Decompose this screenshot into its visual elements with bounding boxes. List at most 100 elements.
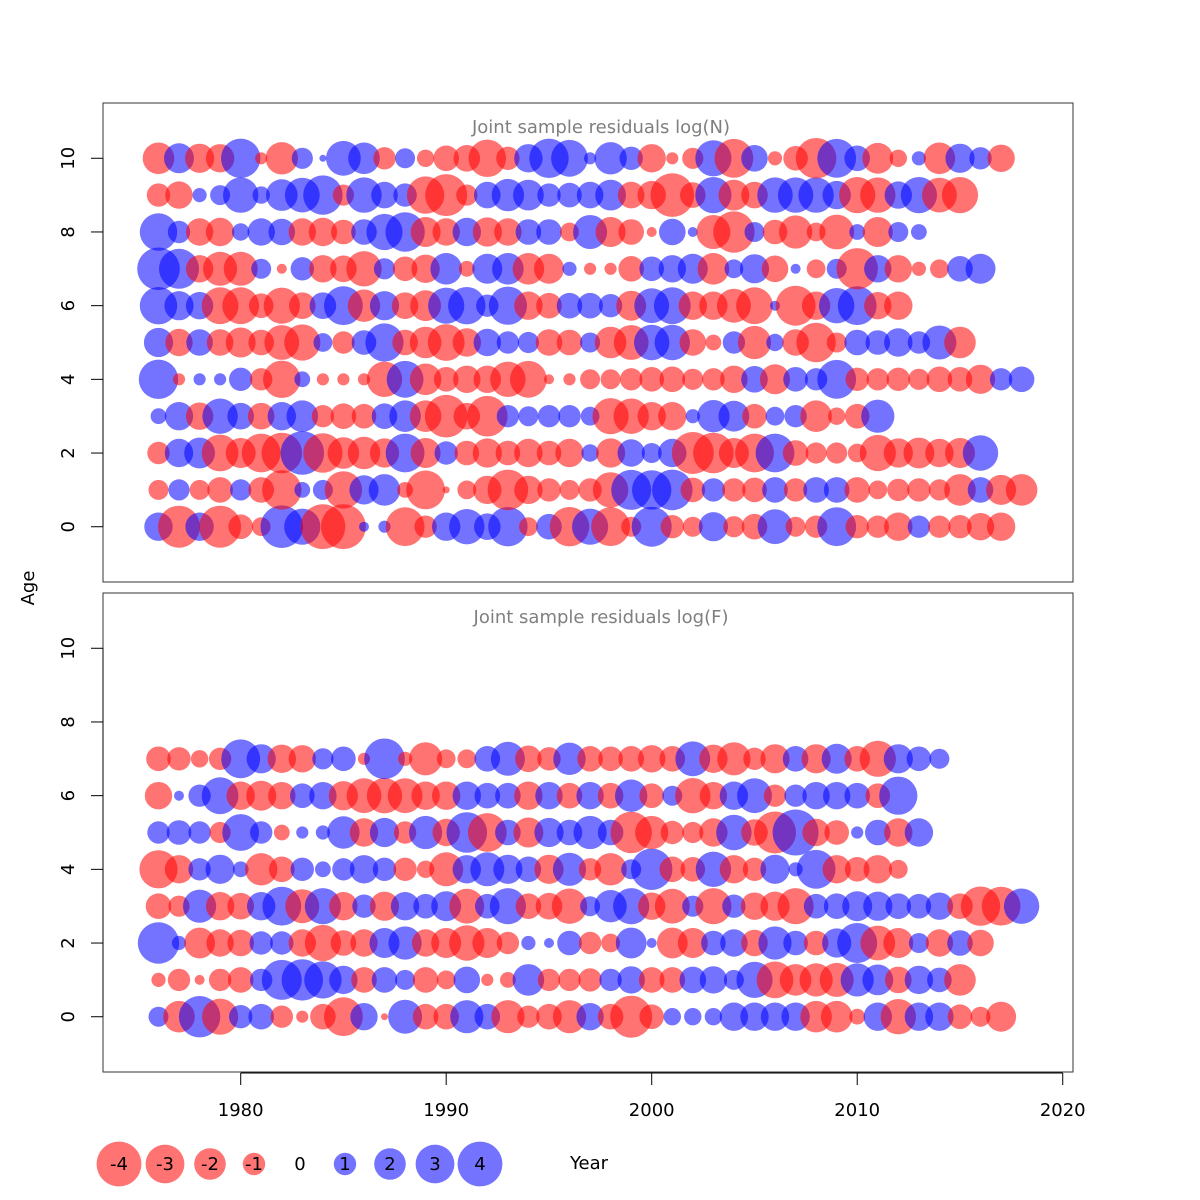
residual-bubble [860, 177, 896, 213]
residual-bubble [553, 742, 586, 775]
panel-log-n: Joint sample residuals log(N) 0 2 4 6 8 10 [58, 102, 1074, 583]
residual-bubble [884, 818, 913, 847]
residual-bubble [777, 888, 814, 925]
residual-bubble [866, 368, 889, 391]
residual-bubble [822, 855, 851, 884]
residual-bubble [563, 373, 576, 386]
residual-bubble [701, 478, 726, 502]
residual-bubble [925, 929, 954, 957]
y-tick-label: 6 [58, 300, 79, 311]
residual-bubble [248, 1003, 274, 1030]
residual-bubble [702, 368, 725, 391]
residual-bubble [765, 406, 785, 426]
residual-bubble [737, 778, 772, 814]
residual-bubble [675, 741, 711, 777]
residual-bubble [148, 479, 169, 500]
y-tick-label: 2 [58, 447, 79, 458]
residual-bubble [286, 400, 319, 433]
panel-log-f-y-axis: 0 2 4 6 8 10 [58, 637, 104, 1022]
residual-bubble [969, 147, 992, 170]
residual-bubble [350, 1003, 378, 1031]
residual-bubble [392, 256, 418, 282]
residual-bubble [719, 855, 749, 884]
residual-bubble [454, 440, 480, 466]
residual-bubble [357, 373, 371, 386]
residual-bubble [472, 928, 503, 958]
residual-bubble [911, 224, 927, 240]
residual-bubble [741, 145, 768, 172]
residual-bubble [448, 287, 486, 325]
residual-bubble [146, 183, 171, 207]
residual-bubble [143, 327, 174, 358]
residual-bubble [844, 782, 870, 809]
residual-bubble [845, 515, 869, 539]
residual-bubble [303, 175, 343, 215]
residual-bubble [291, 147, 313, 169]
residual-bubble [817, 507, 857, 547]
residual-bubble [206, 329, 234, 356]
residual-bubble [646, 938, 657, 948]
residual-bubble [145, 893, 172, 919]
residual-bubble [296, 1010, 309, 1023]
residual-bubble [214, 373, 227, 386]
residual-bubble [551, 888, 588, 924]
residual-bubble [862, 142, 894, 174]
residual-bubble [823, 782, 851, 810]
residual-bubble [944, 964, 976, 996]
residual-bubble [737, 325, 772, 360]
residual-bubble [556, 329, 583, 356]
residual-bubble [491, 1000, 525, 1034]
residual-bubble [359, 521, 369, 532]
residual-bubble [908, 933, 929, 953]
residual-bubble [783, 478, 808, 502]
residual-bubble [347, 289, 381, 322]
residual-bubble [488, 507, 528, 547]
residual-bubble [164, 291, 194, 321]
residual-bubble [346, 177, 382, 213]
residual-bubble [429, 852, 464, 887]
residual-bubble [580, 332, 601, 353]
residual-bubble [304, 888, 341, 925]
residual-bubble [684, 1008, 702, 1026]
residual-bubble [304, 961, 342, 999]
residual-bubble [965, 364, 996, 394]
residual-bubble [987, 144, 1015, 172]
panel-log-f: Joint sample residuals log(F) 0 2 4 6 8 10 [58, 592, 1074, 1073]
legend-label: 2 [384, 1154, 395, 1175]
residual-bubble [577, 292, 603, 319]
residual-bubble [381, 1013, 388, 1021]
x-axis: 1980 1990 2000 2010 2020 [218, 1072, 1086, 1121]
residual-bubble [349, 855, 379, 884]
residual-bubble [227, 967, 254, 993]
residual-bubble [929, 748, 950, 769]
residual-bubble [610, 995, 653, 1038]
residual-bubble [760, 744, 790, 774]
residual-bubble [371, 181, 398, 209]
residual-bubble [884, 328, 913, 357]
residual-bubble [373, 258, 396, 280]
residual-bubble [784, 405, 807, 428]
residual-bubble [678, 291, 707, 320]
y-tick-label: 8 [58, 226, 79, 237]
residual-bubble [989, 368, 1013, 391]
legend-label: -4 [110, 1154, 128, 1175]
residual-bubble [660, 820, 684, 845]
residual-bubble [364, 738, 405, 780]
y-axis-title: Age [18, 571, 39, 606]
residual-bubble [861, 399, 895, 433]
residual-bubble [801, 744, 831, 774]
residual-bubble [436, 749, 456, 769]
residual-bubble [796, 849, 836, 889]
residual-bubble [535, 782, 563, 810]
residual-bubble [263, 360, 301, 398]
residual-bubble [862, 964, 894, 996]
residual-bubble [409, 815, 443, 850]
residual-bubble [618, 219, 644, 245]
legend-bubble [242, 1152, 266, 1176]
residual-bubble [346, 251, 382, 287]
residual-bubble [452, 328, 481, 357]
residual-bubble [723, 516, 745, 538]
residual-bubble [679, 966, 707, 994]
residual-bubble [496, 931, 520, 955]
residual-bubble [225, 327, 256, 358]
